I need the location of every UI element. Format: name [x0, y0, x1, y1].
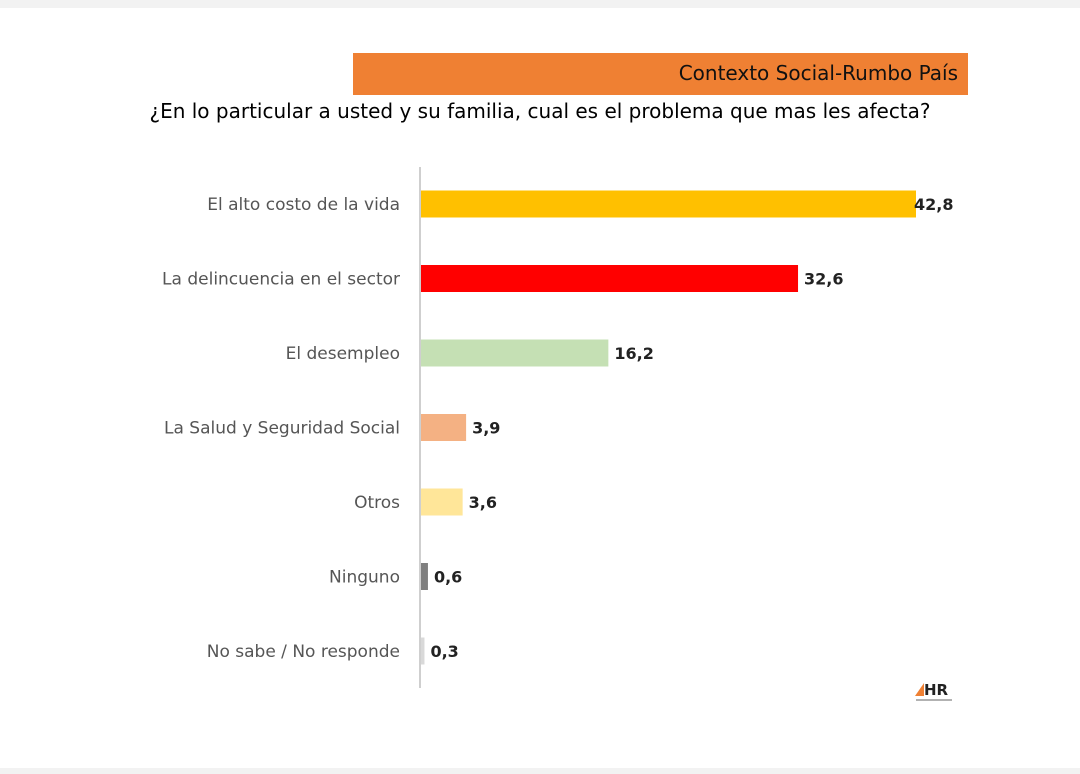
logo-text: HR	[924, 681, 949, 699]
bar	[421, 637, 425, 665]
bar	[421, 339, 609, 367]
category-label: Otros	[354, 493, 400, 513]
category-label: Ninguno	[329, 568, 400, 588]
bar	[421, 563, 428, 590]
slide-background	[0, 8, 1080, 768]
value-label: 3,6	[469, 493, 497, 512]
bar	[421, 488, 463, 516]
value-label: 0,6	[434, 568, 462, 587]
bar	[421, 190, 916, 218]
hr-logo: HR	[915, 681, 952, 701]
value-label: 42,8	[914, 195, 953, 214]
category-label: La delincuencia en el sector	[162, 270, 400, 290]
category-label: La Salud y Seguridad Social	[164, 419, 400, 439]
value-label: 32,6	[804, 270, 843, 289]
bar	[421, 414, 467, 441]
section-banner: Contexto Social-Rumbo País	[353, 53, 968, 95]
category-label: El desempleo	[286, 344, 400, 364]
category-label: El alto costo de la vida	[207, 195, 400, 215]
category-label: No sabe / No responde	[207, 642, 400, 662]
value-label: 0,3	[430, 642, 458, 661]
value-label: 16,2	[614, 344, 653, 363]
chart-question: ¿En lo particular a usted y su familia, …	[149, 99, 931, 123]
value-label: 3,9	[472, 419, 500, 438]
banner-title: Contexto Social-Rumbo País	[678, 61, 958, 85]
bar	[421, 265, 799, 292]
